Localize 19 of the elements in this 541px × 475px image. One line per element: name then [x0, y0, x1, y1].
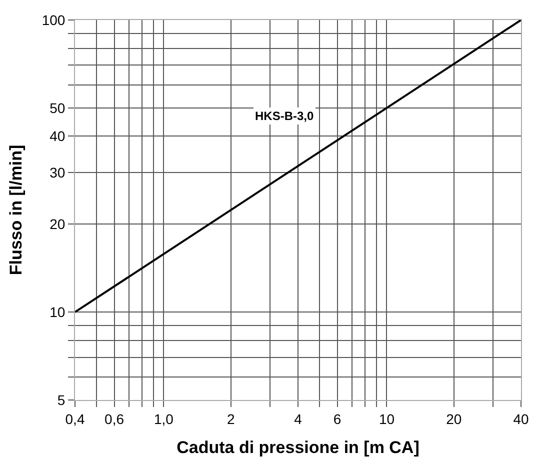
x-tick-label: 6 [333, 410, 342, 427]
y-tick-label: 40 [50, 128, 66, 144]
x-tick-label: 0,4 [65, 410, 85, 427]
x-tick-label: 4 [294, 410, 302, 427]
x-tick-label: 2 [226, 410, 235, 427]
x-tick-label: 1,0 [154, 410, 174, 427]
y-tick-label: 30 [50, 164, 66, 181]
y-tick-label: 100 [42, 12, 66, 28]
x-tick-label: 0,6 [104, 410, 124, 427]
x-tick-label: 10 [378, 410, 395, 427]
y-tick-label: 5 [57, 392, 66, 408]
text: HKS-B-3,0 [255, 109, 314, 123]
y-tick-label: 10 [50, 304, 66, 320]
y-tick-label: 20 [50, 216, 66, 232]
x-axis-title: Caduta di pressione in [m CA] [176, 438, 420, 458]
y-axis-title: Flusso in [l/min] [6, 144, 26, 276]
y-tick-label: 50 [50, 100, 66, 116]
x-tick-label: 20 [446, 410, 462, 427]
x-tick-label: 40 [513, 410, 529, 427]
